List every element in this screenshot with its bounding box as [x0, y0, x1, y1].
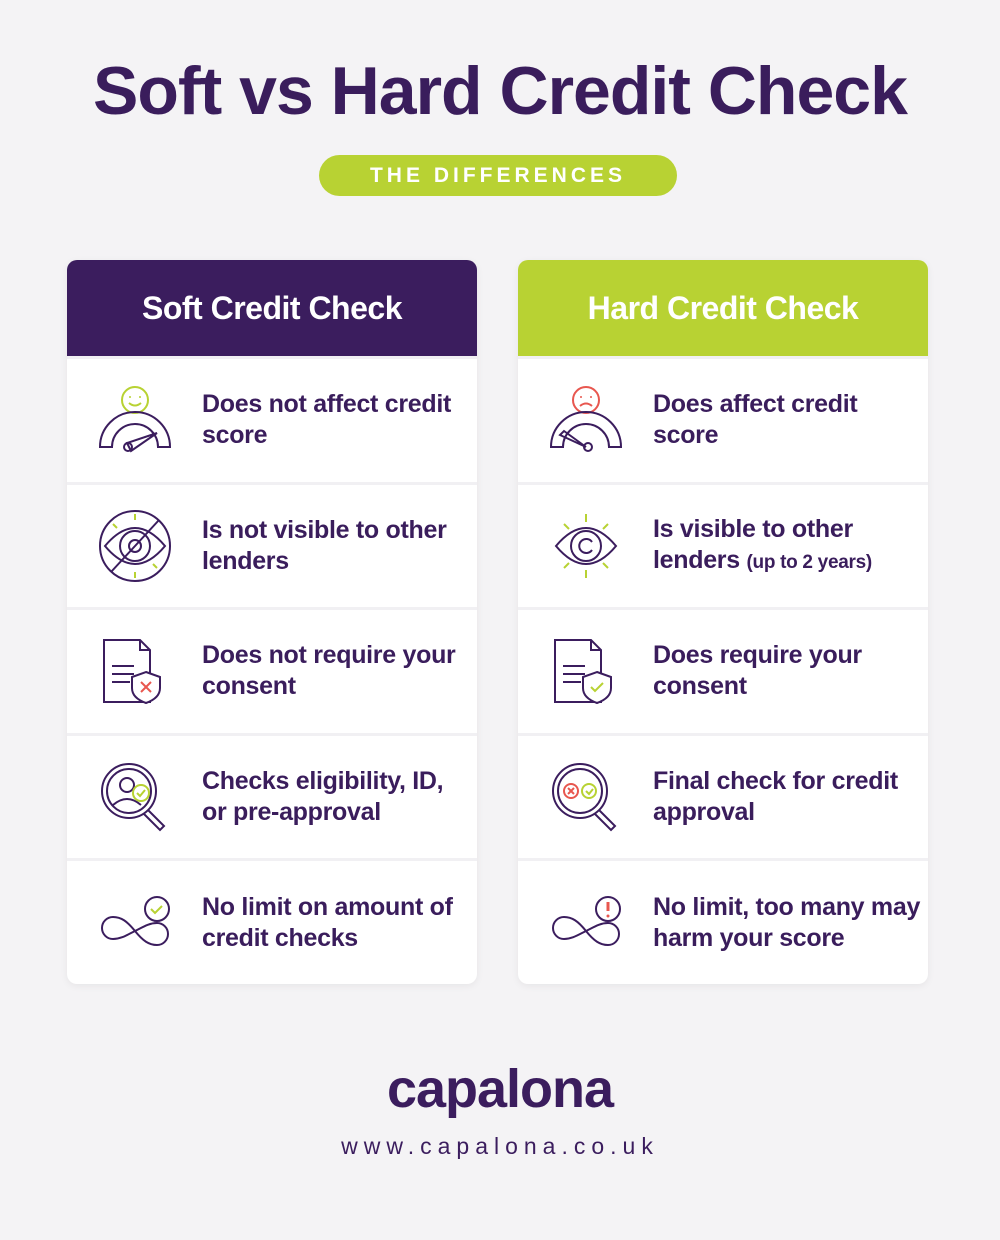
eye-visible-icon — [518, 508, 653, 584]
item-note: (up to 2 years) — [746, 551, 873, 573]
item-text: Does affect credit score — [653, 390, 858, 450]
magnifier-person-check-icon — [67, 761, 202, 833]
magnifier-x-check-icon — [518, 761, 653, 833]
list-item: No limit, too many may harm your score — [518, 858, 928, 984]
item-text: No limit, too many may harm your score — [653, 892, 921, 952]
hard-card-heading: Hard Credit Check — [518, 260, 928, 356]
document-shield-x-icon — [67, 636, 202, 706]
list-item: Does not affect credit score — [67, 356, 477, 482]
capalona-logo: capalona — [386, 1059, 614, 1119]
gauge-sad-icon — [518, 385, 653, 455]
item-text: Is visible to other lenders (up to 2 yea… — [653, 514, 923, 578]
item-text: No limit on amount of credit checks — [202, 892, 453, 952]
item-main-text: Is visible to other lenders — [653, 514, 853, 574]
list-item: Final check for credit approval — [518, 732, 928, 859]
item-text: Does not require your consent — [202, 641, 456, 701]
page-title: Soft vs Hard Credit Check — [93, 53, 908, 129]
list-item: Is not visible to other lenders — [67, 481, 477, 608]
soft-credit-card: Soft Credit Check Does not affect credit… — [67, 260, 477, 984]
infinity-check-icon — [67, 895, 202, 951]
document-shield-check-icon — [518, 636, 653, 706]
subtitle-badge: THE DIFFERENCES — [319, 155, 677, 196]
list-item: Is visible to other lenders (up to 2 yea… — [518, 481, 928, 608]
item-text: Final check for credit approval — [653, 767, 898, 827]
gauge-happy-icon — [67, 385, 202, 455]
list-item: Checks eligibility, ID, or pre-approval — [67, 732, 477, 859]
item-text: Is not visible to other lenders — [202, 515, 447, 575]
item-text: Does require your consent — [653, 641, 862, 701]
list-item: Does affect credit score — [518, 356, 928, 482]
item-text: Does not affect credit score — [202, 390, 452, 450]
eye-crossed-icon — [67, 508, 202, 584]
website-url[interactable]: www.capalona.co.uk — [341, 1133, 659, 1159]
soft-card-heading: Soft Credit Check — [67, 260, 477, 356]
list-item: Does require your consent — [518, 607, 928, 733]
list-item: Does not require your consent — [67, 607, 477, 733]
infinity-alert-icon — [518, 895, 653, 951]
item-text: Checks eligibility, ID, or pre-approval — [202, 767, 444, 827]
hard-credit-card: Hard Credit Check Does affect credit sco… — [518, 260, 928, 984]
list-item: No limit on amount of credit checks — [67, 858, 477, 984]
